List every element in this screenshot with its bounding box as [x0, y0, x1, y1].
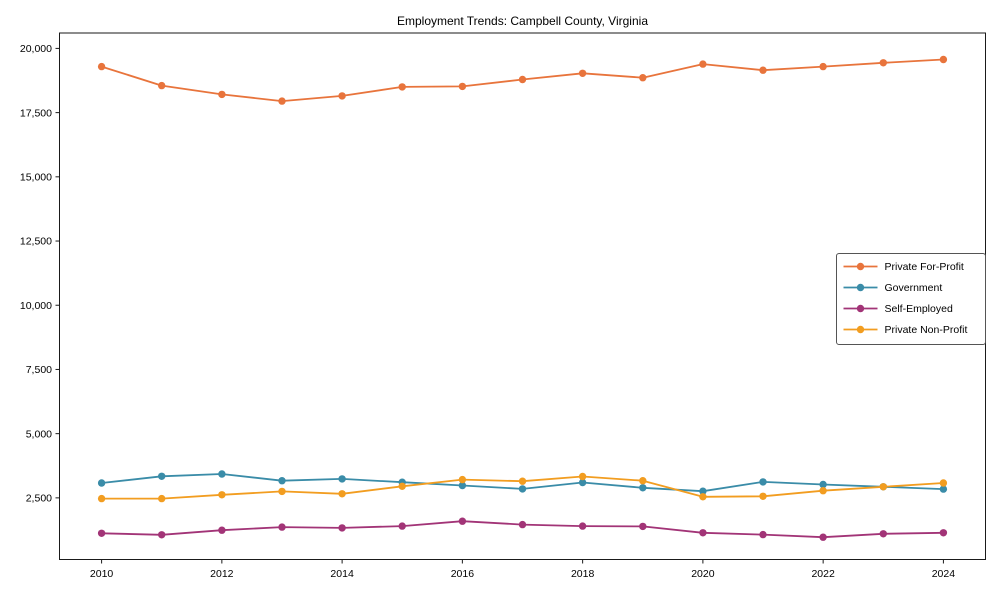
- legend-box: [836, 253, 986, 345]
- data-point-private-for-profit-2012: [218, 90, 226, 99]
- legend-marker-government: [856, 283, 865, 292]
- x-tick-label: 2010: [90, 568, 114, 580]
- data-point-government-2012: [218, 470, 226, 478]
- y-tick-label: 2,500: [26, 493, 52, 505]
- data-point-self-employed-2018: [578, 522, 587, 530]
- data-point-private-non-profit-2016: [458, 475, 467, 484]
- data-point-private-for-profit-2022: [819, 62, 827, 71]
- y-tick-label: 12,500: [20, 236, 52, 248]
- legend-label-private-non-profit: Private Non-Profit: [885, 324, 968, 336]
- data-point-self-employed-2010: [97, 529, 106, 537]
- data-point-self-employed-2023: [879, 530, 887, 538]
- y-tick-label: 10,000: [20, 300, 52, 312]
- data-point-self-employed-2017: [518, 520, 527, 529]
- data-point-private-for-profit-2014: [338, 92, 346, 100]
- data-point-private-non-profit-2024: [939, 479, 948, 487]
- data-point-private-for-profit-2015: [398, 83, 406, 91]
- data-point-private-for-profit-2010: [97, 62, 106, 71]
- data-point-government-2013: [278, 477, 286, 485]
- axes-layer: 2010 2012 2014 2016 2018 2020 2022 2024 2,500 5,0…: [20, 32, 986, 580]
- data-point-private-non-profit-2019: [639, 477, 647, 485]
- legend-marker-self-employed: [856, 304, 865, 313]
- data-point-private-for-profit-2017: [518, 75, 527, 84]
- data-point-self-employed-2011: [158, 531, 166, 539]
- chart-title: Employment Trends: Campbell County, Virg…: [397, 14, 648, 28]
- data-point-private-non-profit-2013: [278, 487, 286, 496]
- data-point-government-2022: [819, 480, 827, 489]
- data-point-private-non-profit-2018: [578, 472, 587, 481]
- x-tick-label: 2014: [330, 568, 354, 580]
- x-tick-label: 2020: [691, 568, 715, 580]
- data-point-self-employed-2016: [458, 517, 467, 525]
- data-point-government-2020: [699, 487, 707, 495]
- data-point-self-employed-2024: [939, 529, 948, 537]
- y-tick-label: 17,500: [20, 107, 52, 119]
- data-point-private-for-profit-2024: [939, 55, 948, 64]
- data-point-government-2014: [338, 475, 346, 483]
- legend-marker-private-for-profit: [856, 262, 865, 271]
- legend-label-government: Government: [885, 282, 943, 294]
- data-point-government-2021: [759, 478, 767, 486]
- x-tick-label: 2018: [571, 568, 595, 580]
- data-point-government-2018: [578, 478, 587, 487]
- data-point-private-non-profit-2010: [97, 494, 106, 503]
- series-layer: [97, 55, 948, 541]
- data-point-private-non-profit-2015: [398, 482, 406, 490]
- data-point-private-for-profit-2021: [759, 66, 767, 74]
- data-point-private-non-profit-2017: [518, 477, 527, 485]
- data-point-private-for-profit-2011: [158, 81, 166, 90]
- data-point-private-for-profit-2019: [639, 74, 647, 82]
- data-point-private-for-profit-2016: [458, 82, 467, 91]
- data-point-government-2011: [158, 472, 166, 480]
- data-point-self-employed-2020: [699, 529, 707, 537]
- data-point-government-2010: [97, 479, 106, 487]
- data-point-government-2024: [939, 485, 948, 493]
- data-point-private-for-profit-2013: [278, 97, 286, 105]
- data-point-self-employed-2019: [639, 522, 647, 531]
- data-point-private-for-profit-2018: [578, 69, 587, 78]
- data-point-self-employed-2015: [398, 522, 406, 530]
- legend-label-private-for-profit: Private For-Profit: [885, 261, 964, 273]
- data-point-private-non-profit-2020: [699, 493, 707, 501]
- x-tick-label: 2012: [210, 568, 234, 580]
- data-point-government-2017: [518, 485, 527, 493]
- data-point-government-2016: [458, 481, 467, 490]
- y-tick-label: 5,000: [26, 428, 52, 440]
- legend-marker-private-non-profit: [856, 325, 865, 334]
- x-tick-label: 2016: [451, 568, 475, 580]
- x-tick-label: 2024: [932, 568, 956, 580]
- x-tick-label: 2022: [811, 568, 835, 580]
- data-point-private-for-profit-2023: [879, 59, 887, 67]
- data-point-self-employed-2021: [759, 530, 767, 539]
- data-point-private-non-profit-2014: [338, 490, 346, 498]
- data-point-private-non-profit-2011: [158, 494, 166, 503]
- legend-label-self-employed: Self-Employed: [885, 303, 953, 315]
- data-point-self-employed-2012: [218, 526, 226, 534]
- data-point-self-employed-2013: [278, 523, 286, 531]
- data-point-self-employed-2022: [819, 533, 827, 541]
- y-tick-label: 15,000: [20, 172, 52, 184]
- data-point-government-2019: [639, 484, 647, 492]
- data-point-private-non-profit-2023: [879, 483, 887, 491]
- data-point-self-employed-2014: [338, 524, 346, 532]
- y-tick-label: 7,500: [26, 364, 52, 376]
- data-point-private-non-profit-2021: [759, 492, 767, 500]
- legend: Private For-Profit Government Self-Employe…: [836, 253, 986, 345]
- data-point-private-non-profit-2012: [218, 491, 226, 499]
- y-tick-label: 20,000: [20, 43, 52, 55]
- data-point-private-for-profit-2020: [699, 60, 707, 68]
- data-point-private-non-profit-2022: [819, 487, 827, 495]
